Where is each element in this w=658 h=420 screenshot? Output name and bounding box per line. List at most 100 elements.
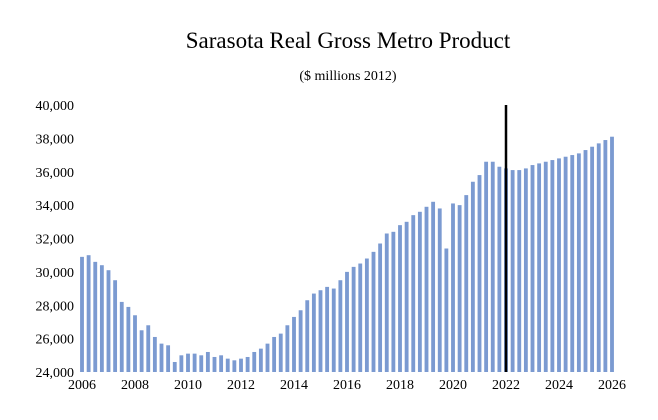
bar xyxy=(391,231,396,372)
x-tick-label: 2008 xyxy=(121,378,149,393)
bar xyxy=(497,166,502,372)
bar xyxy=(603,140,608,372)
bar xyxy=(411,215,416,372)
bar xyxy=(139,330,144,372)
bar xyxy=(305,300,310,372)
bar xyxy=(80,256,84,372)
bar xyxy=(113,280,118,372)
bar xyxy=(530,165,535,372)
bar xyxy=(424,206,429,372)
chart-subtitle: ($ millions 2012) xyxy=(299,69,397,84)
bar xyxy=(285,325,290,372)
bar xyxy=(417,211,422,372)
bar xyxy=(126,306,131,372)
bar xyxy=(583,150,588,372)
y-tick-label: 24,000 xyxy=(36,366,75,381)
bar xyxy=(311,293,316,372)
x-tick-label: 2012 xyxy=(227,378,255,393)
x-tick-label: 2024 xyxy=(545,378,573,393)
bar xyxy=(570,155,575,372)
x-tick-label: 2014 xyxy=(280,378,308,393)
bar xyxy=(265,343,270,372)
bar xyxy=(239,358,243,372)
x-tick-label: 2016 xyxy=(333,378,361,393)
bar xyxy=(484,161,489,372)
bar xyxy=(258,348,263,372)
x-tick-label: 2020 xyxy=(439,378,467,393)
bar xyxy=(550,160,555,372)
x-tick-label: 2018 xyxy=(386,378,414,393)
bar xyxy=(345,271,349,373)
x-axis-ticks: 2006 2008 2010 2012 2014 2016 2018 2020 2022 2024… xyxy=(68,378,626,393)
bar xyxy=(404,221,409,372)
bar xyxy=(106,270,111,372)
bar xyxy=(543,161,548,372)
x-tick-label: 2026 xyxy=(598,378,626,393)
bar xyxy=(457,205,462,373)
bar xyxy=(192,353,197,372)
y-tick-label: 32,000 xyxy=(36,233,75,248)
bar xyxy=(325,286,330,372)
bar xyxy=(364,258,369,372)
bar xyxy=(477,175,482,372)
bar xyxy=(490,161,495,372)
bar xyxy=(159,343,164,372)
y-tick-label: 26,000 xyxy=(36,333,75,348)
bar xyxy=(358,263,363,372)
bar xyxy=(437,208,442,372)
bar xyxy=(338,280,343,372)
bar xyxy=(523,168,528,372)
bar xyxy=(384,233,389,372)
bar xyxy=(331,288,336,372)
y-tick-label: 34,000 xyxy=(36,199,75,214)
bar xyxy=(557,158,561,372)
bar xyxy=(186,353,190,372)
bar xyxy=(590,146,595,372)
y-tick-label: 38,000 xyxy=(36,132,75,147)
x-tick-label: 2010 xyxy=(174,378,202,393)
bar xyxy=(318,290,323,372)
y-tick-label: 30,000 xyxy=(36,266,75,281)
bar xyxy=(431,201,436,372)
y-tick-label: 40,000 xyxy=(36,99,75,114)
chart-title: Sarasota Real Gross Metro Product xyxy=(186,28,511,53)
x-tick-label: 2006 xyxy=(68,378,96,393)
bar xyxy=(119,301,124,372)
bar xyxy=(205,351,210,372)
bar xyxy=(212,356,217,372)
bar xyxy=(576,153,581,372)
bar xyxy=(252,351,257,372)
bar xyxy=(146,325,151,372)
bars-group xyxy=(80,136,614,373)
bar xyxy=(610,136,614,372)
bar xyxy=(444,248,449,372)
bar xyxy=(371,251,376,372)
bar xyxy=(86,255,91,372)
bar xyxy=(272,336,277,372)
bar xyxy=(510,170,515,372)
y-tick-label: 28,000 xyxy=(36,299,75,314)
bar xyxy=(166,345,171,372)
bar xyxy=(219,355,224,372)
bar xyxy=(398,225,402,372)
bar xyxy=(152,336,157,372)
bar xyxy=(451,203,455,372)
bar xyxy=(351,266,356,372)
bar xyxy=(172,361,177,372)
x-tick-label: 2022 xyxy=(492,378,520,393)
bar xyxy=(378,243,383,372)
bar xyxy=(537,163,542,372)
bar xyxy=(133,315,137,372)
y-tick-label: 36,000 xyxy=(36,166,75,181)
bar xyxy=(245,356,250,372)
bar xyxy=(563,156,568,372)
bar xyxy=(464,195,469,372)
bar xyxy=(298,310,303,372)
bar xyxy=(225,358,230,372)
bar xyxy=(470,181,475,372)
bar xyxy=(517,170,522,372)
bar xyxy=(232,360,237,372)
bar xyxy=(179,355,184,372)
bar xyxy=(199,355,204,372)
